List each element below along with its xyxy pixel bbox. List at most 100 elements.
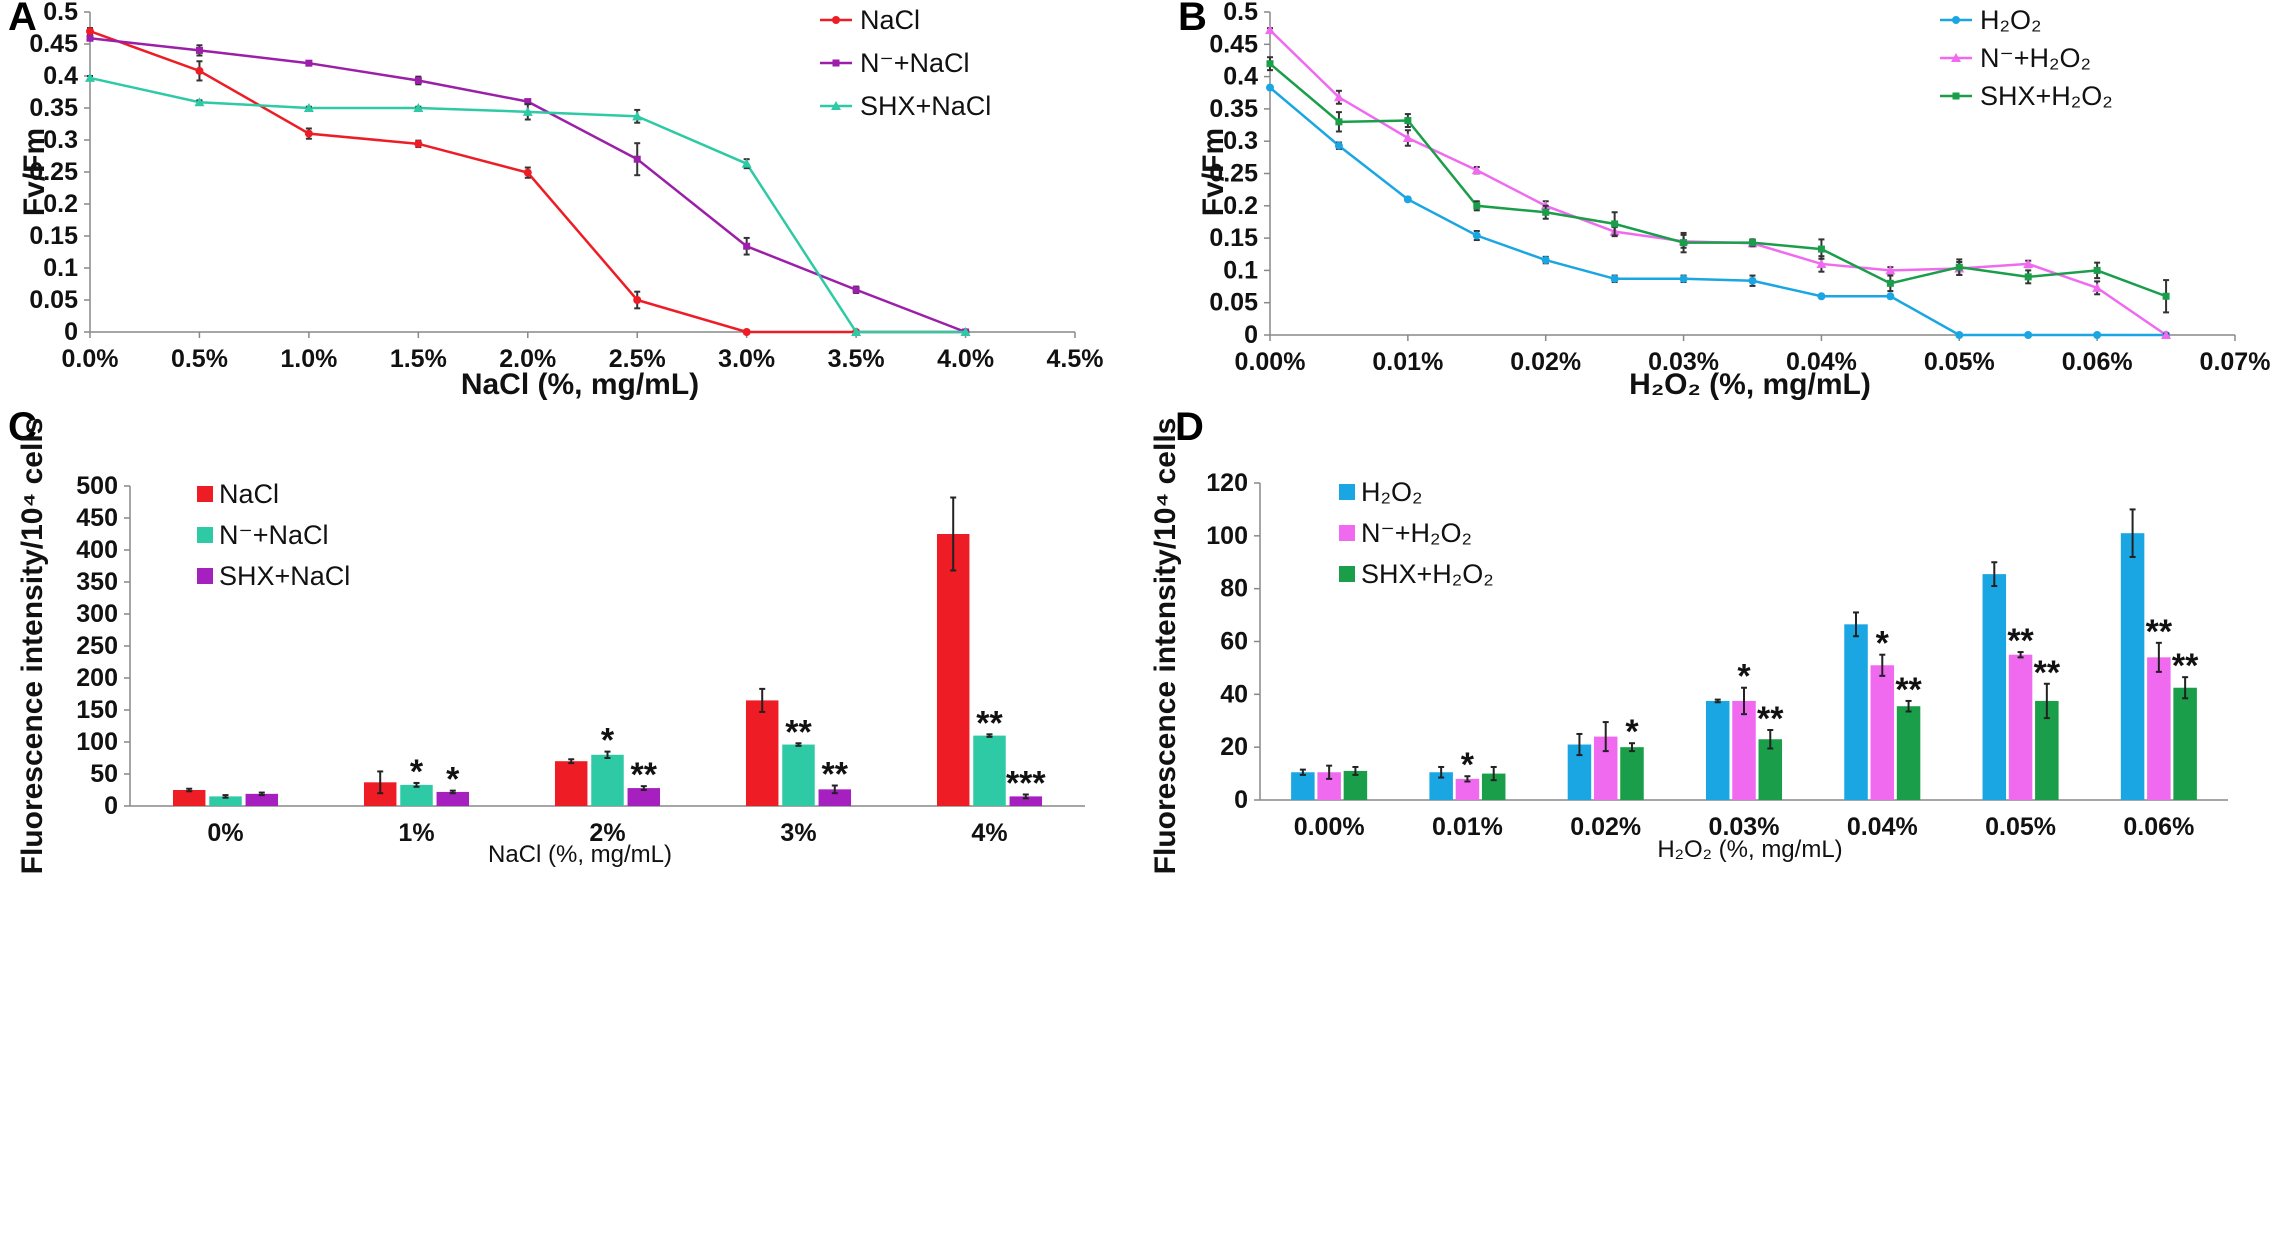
panel-c: C 0 50 100 150 200 250 300 350 400 450 500 Fluoresce… <box>8 405 1085 874</box>
x-tick-label: 4% <box>971 819 1007 847</box>
y-tick-label: 0.45 <box>29 30 78 58</box>
x-tick-label: 2.0% <box>499 345 556 373</box>
y-tick-label: 0.25 <box>1209 160 1258 188</box>
x-tick-label: 3% <box>780 819 816 847</box>
legend-label: NaCl <box>219 479 279 509</box>
data-point <box>524 98 532 106</box>
data-point <box>960 327 971 336</box>
y-axis-title: Fv/Fm <box>18 128 51 216</box>
bar <box>2173 687 2197 800</box>
x-tick-label: 0.02% <box>1510 348 1581 376</box>
legend-swatch <box>197 486 213 502</box>
legend-swatch <box>1339 484 1355 500</box>
x-tick-label: 0.01% <box>1372 348 1443 376</box>
data-point <box>632 111 643 121</box>
data-point <box>195 66 204 75</box>
significance-label: * <box>410 753 424 791</box>
data-point <box>852 286 860 294</box>
y-tick-label: 250 <box>76 632 118 660</box>
bar <box>1844 624 1868 800</box>
y-tick-label: 100 <box>1206 522 1248 550</box>
y-tick-label: 0.05 <box>29 286 78 314</box>
bar <box>1291 772 1315 800</box>
bar <box>1009 796 1043 806</box>
series-line <box>1269 62 2167 298</box>
bar <box>1732 700 1756 800</box>
bar <box>1317 772 1341 800</box>
y-tick-label: 0.1 <box>1223 256 1258 284</box>
x-tick-label: 0.02% <box>1570 813 1641 841</box>
data-point <box>2024 331 2033 339</box>
x-tick-label: 1.5% <box>390 345 447 373</box>
legend-swatch <box>197 527 213 543</box>
bar <box>1758 739 1783 800</box>
x-tick-label: 3.5% <box>828 345 885 373</box>
legend-swatch <box>1339 525 1355 541</box>
y-tick-label: 0.15 <box>29 222 78 250</box>
y-tick-label: 0.2 <box>1223 192 1258 220</box>
data-point <box>1817 245 1825 253</box>
data-point <box>2093 266 2101 274</box>
data-point <box>2161 330 2172 339</box>
bar <box>245 793 279 806</box>
x-tick-label: 0.06% <box>2062 348 2133 376</box>
data-point <box>1749 239 1756 247</box>
data-point <box>831 101 841 110</box>
data-point <box>1952 92 1960 100</box>
bar <box>782 744 815 806</box>
legend-label: N⁻+H₂O₂ <box>1361 518 1472 548</box>
y-tick-label: 0.05 <box>1209 289 1258 317</box>
series-1: ** ** **N⁻+NaCl <box>197 520 1006 806</box>
y-axis-title: Fluorescence intensity/10⁴ cells <box>1149 418 1182 875</box>
y-tick-label: 150 <box>76 696 118 724</box>
series-1: N⁻+H₂O₂ <box>1265 25 2172 339</box>
x-tick-label: 1.0% <box>280 345 337 373</box>
series-1: *** ** **N⁻+H₂O₂ <box>1317 518 2173 800</box>
series-line <box>89 30 966 334</box>
series-2: SHX+NaCl <box>85 72 991 336</box>
data-point <box>85 72 95 82</box>
data-point <box>413 103 424 112</box>
data-point <box>1886 279 1894 287</box>
bar <box>1896 706 1921 800</box>
bar <box>1343 770 1368 800</box>
bar <box>973 735 1006 806</box>
series-0: H₂O₂ <box>1266 5 2171 339</box>
series-2: SHX+H₂O₂ <box>1266 56 2170 314</box>
y-tick-label: 0.45 <box>1209 30 1258 58</box>
bar <box>627 788 661 806</box>
data-point <box>1885 265 1896 275</box>
x-tick-label: 0.03% <box>1648 348 1719 376</box>
panel-b: B 0 0.05 0.1 0.15 0.2 0.25 0.3 0.35 0.4 0.45 0.5 Fv/… <box>1178 0 2270 401</box>
y-tick-label: 0.5 <box>43 0 78 26</box>
data-point <box>195 46 203 54</box>
x-tick-label: 0.07% <box>2200 348 2271 376</box>
data-point <box>832 16 840 24</box>
significance-label: * <box>446 761 460 799</box>
data-point <box>86 27 94 36</box>
data-point <box>1265 25 1275 35</box>
x-tick-label: 0.5% <box>171 345 228 373</box>
data-point <box>2162 292 2170 300</box>
x-axis-title: NaCl (%, mg/mL) <box>461 368 699 401</box>
bar <box>936 534 970 806</box>
data-point <box>2093 331 2102 339</box>
bar <box>1481 773 1506 800</box>
data-point <box>1473 202 1481 210</box>
significance-label: ** <box>785 713 812 751</box>
legend-label: SHX+H₂O₂ <box>1361 559 1494 589</box>
data-point <box>1748 276 1757 285</box>
data-point <box>1680 239 1688 247</box>
series-line <box>1269 86 2167 337</box>
bar <box>818 789 852 806</box>
y-tick-label: 0.15 <box>1209 224 1258 252</box>
data-point <box>1335 118 1343 126</box>
data-point <box>851 327 862 336</box>
bar <box>1593 736 1618 800</box>
legend-label: SHX+NaCl <box>219 561 350 591</box>
bar <box>1455 778 1480 800</box>
significance-label: ** <box>631 756 658 794</box>
y-tick-label: 350 <box>76 568 118 596</box>
x-tick-label: 2.5% <box>609 345 666 373</box>
